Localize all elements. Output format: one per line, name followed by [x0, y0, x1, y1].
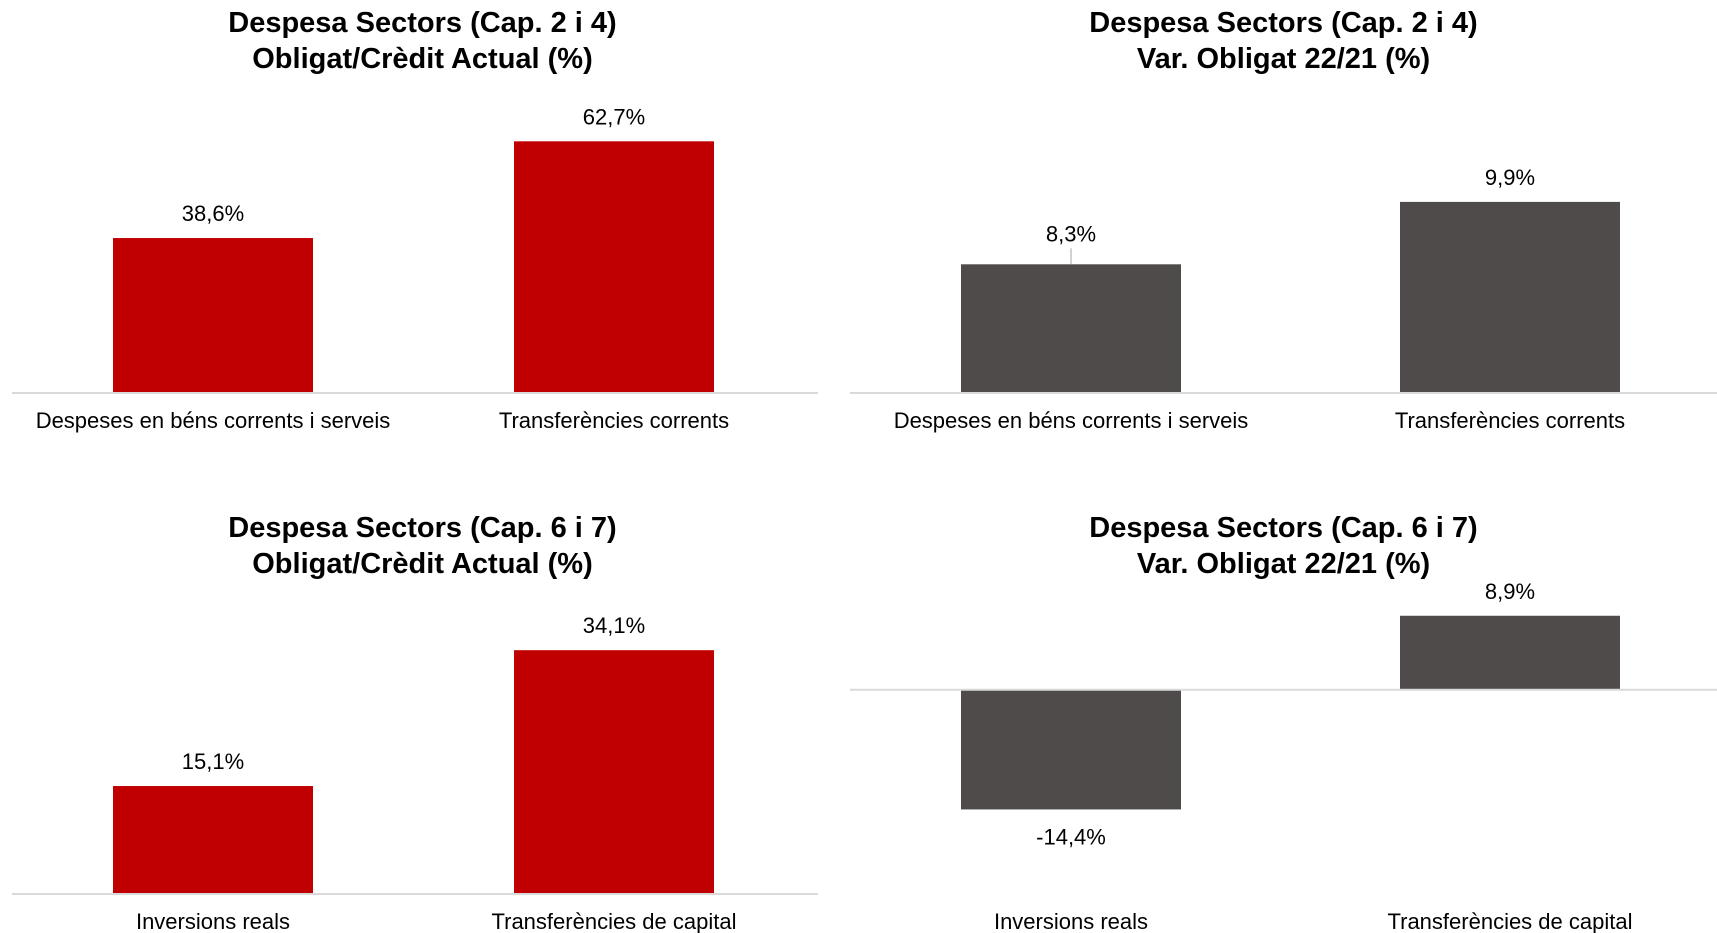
- chart-title-line-1: Despesa Sectors (Cap. 6 i 7): [1089, 512, 1477, 544]
- category-label-1: Inversions reals: [994, 909, 1148, 933]
- chart-panel-4: Despesa Sectors (Cap. 6 i 7) Var. Obligat…: [850, 512, 1717, 933]
- chart-title-line-1: Despesa Sectors (Cap. 2 i 4): [228, 7, 616, 39]
- chart-title-line-2: Obligat/Crèdit Actual (%): [252, 43, 593, 75]
- bar-2: [514, 141, 714, 393]
- bar-1: [113, 238, 313, 393]
- bar-1: [961, 264, 1181, 393]
- chart-panel-2: Despesa Sectors (Cap. 2 i 4) Var. Obligat…: [850, 7, 1717, 433]
- category-label-2: Transferències de capital: [492, 909, 737, 933]
- chart-title-line-2: Obligat/Crèdit Actual (%): [252, 548, 593, 580]
- data-label-1: 15,1%: [182, 749, 244, 774]
- category-label-1: Despeses en béns corrents i serveis: [894, 408, 1249, 433]
- bar-1: [113, 786, 313, 894]
- category-label-2: Transferències corrents: [499, 408, 729, 433]
- chart-title-line-2: Var. Obligat 22/21 (%): [1137, 548, 1430, 580]
- category-label-1: Inversions reals: [136, 909, 290, 933]
- bar-2: [1400, 201, 1620, 393]
- data-label-2: 62,7%: [583, 104, 645, 129]
- chart-title-line-1: Despesa Sectors (Cap. 2 i 4): [1089, 7, 1477, 39]
- data-label-1: 8,3%: [1046, 221, 1096, 246]
- chart-title-line-2: Var. Obligat 22/21 (%): [1137, 43, 1430, 75]
- data-label-2: 34,1%: [583, 613, 645, 638]
- data-label-1: -14,4%: [1036, 824, 1106, 849]
- bar-2: [514, 650, 714, 894]
- bar-1: [961, 689, 1181, 810]
- bar-2: [1400, 615, 1620, 690]
- chart-panel-1: Despesa Sectors (Cap. 2 i 4) Obligat/Crèd…: [12, 7, 818, 433]
- category-label-2: Transferències de capital: [1388, 909, 1633, 933]
- data-label-1: 38,6%: [182, 201, 244, 226]
- chart-panel-3: Despesa Sectors (Cap. 6 i 7) Obligat/Crèd…: [12, 512, 818, 933]
- data-label-2: 8,9%: [1485, 579, 1535, 604]
- category-label-2: Transferències corrents: [1395, 408, 1625, 433]
- chart-title-line-1: Despesa Sectors (Cap. 6 i 7): [228, 512, 616, 544]
- data-label-2: 9,9%: [1485, 165, 1535, 190]
- category-label-1: Despeses en béns corrents i serveis: [36, 408, 391, 433]
